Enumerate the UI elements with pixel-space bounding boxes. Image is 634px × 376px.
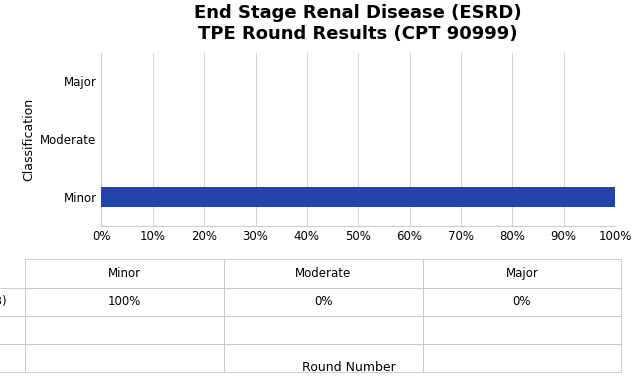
Y-axis label: Classification: Classification xyxy=(22,97,35,181)
Title: End Stage Renal Disease (ESRD)
TPE Round Results (CPT 90999): End Stage Renal Disease (ESRD) TPE Round… xyxy=(195,4,522,43)
Bar xyxy=(101,187,615,207)
Text: Round Number: Round Number xyxy=(302,361,396,374)
